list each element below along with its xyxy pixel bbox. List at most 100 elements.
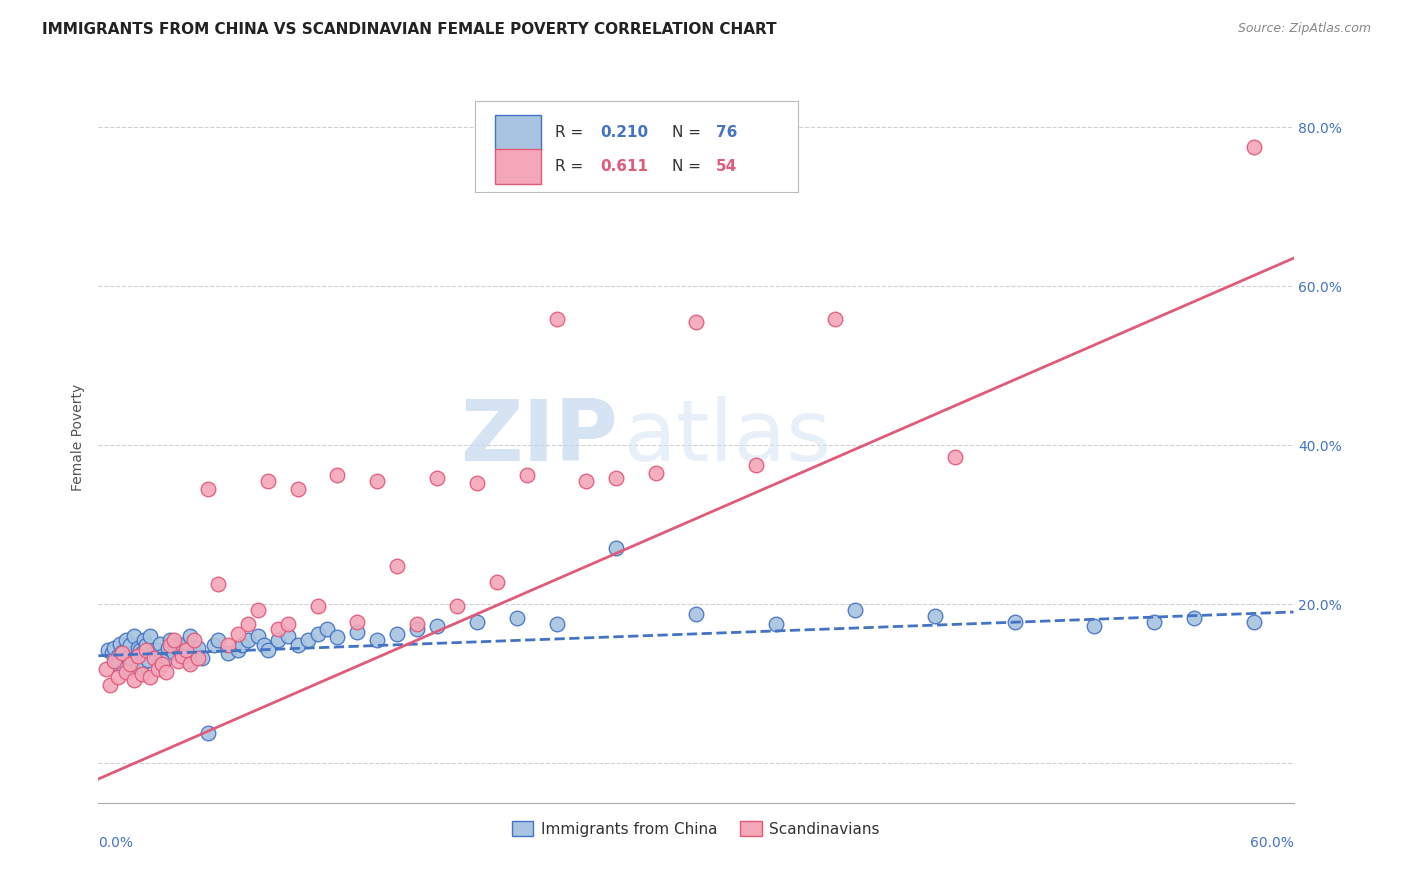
Point: [426, 619, 449, 633]
Point: [256, 643, 278, 657]
Point: [287, 639, 309, 653]
Point: [143, 646, 166, 660]
Point: [121, 654, 143, 668]
Point: [134, 632, 156, 647]
Point: [191, 651, 214, 665]
Point: [169, 643, 191, 657]
Point: [129, 643, 152, 657]
Point: [406, 616, 429, 631]
Point: [207, 632, 229, 647]
Point: [253, 639, 276, 653]
Text: N =: N =: [672, 125, 706, 139]
Point: [120, 657, 142, 671]
Point: [135, 643, 157, 657]
Point: [426, 471, 449, 485]
Text: IMMIGRANTS FROM CHINA VS SCANDINAVIAN FEMALE POVERTY CORRELATION CHART: IMMIGRANTS FROM CHINA VS SCANDINAVIAN FE…: [42, 22, 776, 37]
Point: [685, 607, 707, 621]
Point: [112, 660, 135, 674]
Text: ZIP: ZIP: [461, 395, 619, 479]
Point: [236, 632, 259, 647]
Point: [685, 315, 707, 329]
Point: [1243, 140, 1265, 154]
Point: [96, 662, 118, 676]
Text: 0.210: 0.210: [600, 125, 648, 139]
Text: 0.0%: 0.0%: [98, 836, 134, 850]
Point: [645, 466, 668, 480]
Point: [366, 474, 388, 488]
Point: [111, 645, 134, 659]
Point: [267, 632, 290, 647]
Point: [202, 639, 225, 653]
Text: 0.611: 0.611: [600, 159, 648, 174]
Point: [546, 616, 568, 631]
Point: [844, 603, 866, 617]
Point: [148, 643, 170, 657]
Point: [153, 654, 176, 668]
Point: [465, 615, 488, 629]
Y-axis label: Female Poverty: Female Poverty: [72, 384, 86, 491]
Point: [226, 627, 249, 641]
Point: [159, 639, 181, 653]
Point: [107, 670, 129, 684]
Point: [131, 646, 153, 660]
Point: [231, 639, 253, 653]
Point: [150, 657, 173, 671]
Point: [277, 629, 299, 643]
Point: [127, 640, 149, 655]
Point: [217, 639, 239, 653]
Point: [236, 616, 259, 631]
Point: [575, 474, 598, 488]
Point: [605, 471, 627, 485]
Point: [135, 639, 157, 653]
Point: [465, 476, 488, 491]
Point: [103, 640, 125, 655]
Point: [605, 541, 627, 556]
Point: [246, 629, 269, 643]
Point: [115, 632, 138, 647]
Point: [125, 662, 148, 676]
Point: [157, 640, 180, 655]
Point: [924, 609, 946, 624]
Point: [207, 577, 229, 591]
Text: atlas: atlas: [624, 395, 832, 479]
Point: [765, 616, 787, 631]
Point: [197, 482, 219, 496]
Point: [172, 648, 194, 663]
Point: [506, 611, 529, 625]
Point: [163, 646, 186, 660]
Point: [172, 648, 194, 663]
Point: [127, 648, 149, 663]
Point: [179, 629, 201, 643]
Point: [316, 623, 339, 637]
Point: [139, 629, 162, 643]
Point: [139, 670, 162, 684]
Text: 60.0%: 60.0%: [1250, 836, 1294, 850]
Point: [150, 648, 173, 663]
Point: [174, 637, 197, 651]
Point: [385, 627, 409, 641]
Point: [131, 657, 153, 671]
Point: [120, 639, 142, 653]
Text: Source: ZipAtlas.com: Source: ZipAtlas.com: [1237, 22, 1371, 36]
Point: [131, 667, 153, 681]
Point: [516, 468, 538, 483]
Point: [1243, 615, 1265, 629]
Point: [163, 632, 186, 647]
Point: [187, 651, 209, 665]
Point: [346, 624, 368, 639]
Point: [97, 643, 120, 657]
Point: [1182, 611, 1205, 625]
Point: [297, 632, 319, 647]
Point: [346, 615, 368, 629]
FancyBboxPatch shape: [495, 149, 541, 184]
Point: [307, 627, 329, 641]
Point: [256, 474, 278, 488]
Point: [267, 623, 290, 637]
Point: [485, 574, 508, 589]
Point: [110, 637, 132, 651]
Point: [187, 640, 209, 655]
Point: [127, 648, 149, 663]
Point: [143, 651, 166, 665]
Point: [446, 599, 468, 613]
Point: [1004, 615, 1026, 629]
